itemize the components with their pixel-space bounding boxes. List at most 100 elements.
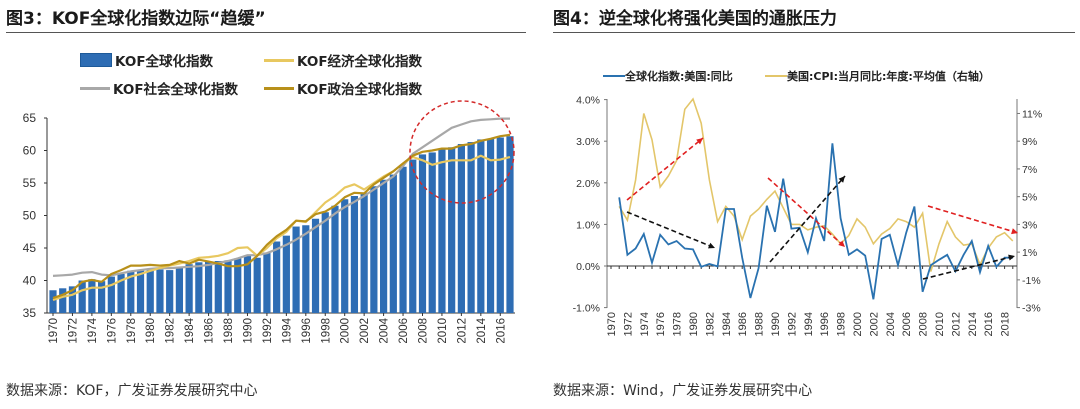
right-left-y-tick-label: 0.0% bbox=[576, 261, 600, 273]
left-x-tick-label: 2000 bbox=[340, 318, 352, 344]
bar-overall-1980 bbox=[146, 268, 154, 313]
black-trend-arrow-head bbox=[708, 242, 715, 249]
right-x-tick-label: 2016 bbox=[983, 312, 995, 336]
bar-overall-1977 bbox=[117, 274, 125, 313]
right-right-y-tick-label: 3% bbox=[1022, 219, 1037, 231]
bar-overall-2009 bbox=[428, 152, 436, 313]
left-y-tick-label: 45 bbox=[23, 241, 37, 255]
right-x-tick-label: 1998 bbox=[836, 312, 848, 336]
bar-overall-1975 bbox=[98, 281, 106, 313]
bar-overall-2008 bbox=[418, 154, 427, 313]
bar-overall-1983 bbox=[175, 267, 184, 313]
bar-overall-1988 bbox=[224, 260, 232, 313]
left-x-tick-label: 1978 bbox=[126, 318, 138, 344]
left-x-tick-label: 1980 bbox=[145, 318, 157, 344]
right-right-y-tick-label: 5% bbox=[1022, 192, 1037, 204]
right-x-tick-label: 1996 bbox=[819, 312, 831, 336]
left-y-tick-label: 60 bbox=[23, 144, 37, 158]
left-y-tick-label: 35 bbox=[23, 306, 37, 320]
legend-swatch-line bbox=[80, 86, 110, 90]
bar-overall-1973 bbox=[78, 280, 86, 313]
left-x-tick-label: 1996 bbox=[301, 318, 313, 344]
black-trend-arrow-head bbox=[838, 176, 845, 183]
right-x-tick-label: 1980 bbox=[688, 312, 700, 336]
left-x-tick-label: 1982 bbox=[165, 318, 177, 344]
line-social bbox=[52, 117, 510, 277]
bar-overall-2014 bbox=[477, 139, 485, 313]
right-x-tick-label: 1988 bbox=[754, 312, 766, 336]
bar-overall-2000 bbox=[341, 199, 349, 313]
right-x-tick-label: 2018 bbox=[1000, 312, 1012, 336]
left-y-tick-label: 65 bbox=[23, 111, 37, 125]
right-x-tick-label: 1972 bbox=[622, 312, 634, 336]
left-x-tick-label: 2016 bbox=[495, 318, 507, 344]
red-trend-arrow-head bbox=[1011, 228, 1018, 235]
bar-overall-1992 bbox=[263, 252, 271, 313]
bar-overall-1971 bbox=[59, 288, 67, 313]
legend-item-overall: KOF全球化指数 bbox=[80, 50, 213, 70]
right-x-tick-label: 2008 bbox=[918, 312, 930, 336]
left-y-tick-label: 50 bbox=[23, 209, 37, 223]
bar-overall-1991 bbox=[253, 257, 261, 313]
left-x-tick-label: 1994 bbox=[281, 317, 293, 343]
bar-overall-1997 bbox=[311, 218, 320, 313]
right-right-y-tick-label: -1% bbox=[1022, 275, 1041, 287]
left-x-tick-label: 1998 bbox=[320, 318, 332, 344]
left-title-rule bbox=[6, 32, 526, 33]
left-x-tick-label: 1992 bbox=[262, 318, 274, 344]
legend-label: KOF社会全球化指数 bbox=[113, 82, 239, 98]
bar-overall-1972 bbox=[68, 286, 77, 313]
legend-label: KOF全球化指数 bbox=[115, 54, 214, 70]
left-x-tick-label: 2012 bbox=[456, 318, 468, 344]
red-trend-arrow-head bbox=[696, 138, 703, 145]
line-us-cpi bbox=[618, 97, 1014, 272]
bar-overall-2011 bbox=[448, 147, 456, 313]
bar-overall-1994 bbox=[282, 235, 290, 313]
left-x-tick-label: 2006 bbox=[398, 318, 410, 344]
bar-overall-1976 bbox=[107, 276, 115, 313]
bar-overall-2016 bbox=[496, 137, 504, 313]
bar-overall-2010 bbox=[438, 149, 446, 313]
highlight-circle-annotation bbox=[409, 100, 515, 204]
legend-label: KOF政治全球化指数 bbox=[297, 82, 423, 98]
right-right-y-tick-label: 1% bbox=[1022, 247, 1037, 259]
left-x-tick-label: 1990 bbox=[242, 318, 254, 344]
left-x-tick-label: 2008 bbox=[417, 318, 429, 344]
black-trend-arrow-head bbox=[1008, 254, 1015, 261]
right-x-tick-label: 2000 bbox=[852, 312, 864, 336]
legend-label: 全球化指数:美国:同比 bbox=[625, 70, 733, 83]
right-x-tick-label: 1986 bbox=[737, 312, 749, 336]
right-chart-title: 图4：逆全球化将强化美国的通胀压力 bbox=[553, 9, 837, 29]
legend-swatch-bar bbox=[80, 53, 112, 67]
right-x-tick-label: 2014 bbox=[967, 312, 979, 336]
bar-overall-2001 bbox=[350, 196, 359, 313]
left-x-tick-label: 1988 bbox=[223, 318, 235, 344]
bar-overall-2007 bbox=[409, 159, 417, 313]
right-right-y-tick-label: 7% bbox=[1022, 164, 1037, 176]
bar-overall-1982 bbox=[166, 270, 174, 313]
right-title-rule bbox=[553, 32, 1075, 33]
bar-overall-1990 bbox=[243, 255, 252, 313]
left-x-tick-label: 2014 bbox=[476, 317, 488, 343]
legend-swatch-line bbox=[264, 86, 294, 90]
right-x-tick-label: 1976 bbox=[655, 312, 667, 336]
bar-overall-1974 bbox=[88, 279, 96, 313]
bar-overall-1978 bbox=[127, 270, 135, 313]
bar-overall-2006 bbox=[399, 166, 407, 313]
right-x-tick-label: 1990 bbox=[770, 312, 782, 336]
legend-swatch-line bbox=[603, 75, 625, 77]
right-x-tick-label: 2004 bbox=[885, 312, 897, 336]
right-x-tick-label: 1982 bbox=[704, 312, 716, 336]
bar-overall-2012 bbox=[457, 144, 465, 313]
left-x-tick-label: 2004 bbox=[379, 317, 391, 343]
red-trend-arrow-head bbox=[838, 240, 845, 247]
black-trend-arrow bbox=[769, 175, 846, 263]
line-political bbox=[52, 133, 511, 300]
bar-overall-2003 bbox=[370, 186, 378, 313]
right-x-tick-label: 1974 bbox=[639, 312, 651, 336]
bar-overall-1987 bbox=[214, 261, 222, 313]
left-x-tick-label: 2010 bbox=[437, 318, 449, 344]
bar-overall-1995 bbox=[292, 226, 300, 313]
right-left-y-tick-label: 4.0% bbox=[576, 95, 600, 107]
